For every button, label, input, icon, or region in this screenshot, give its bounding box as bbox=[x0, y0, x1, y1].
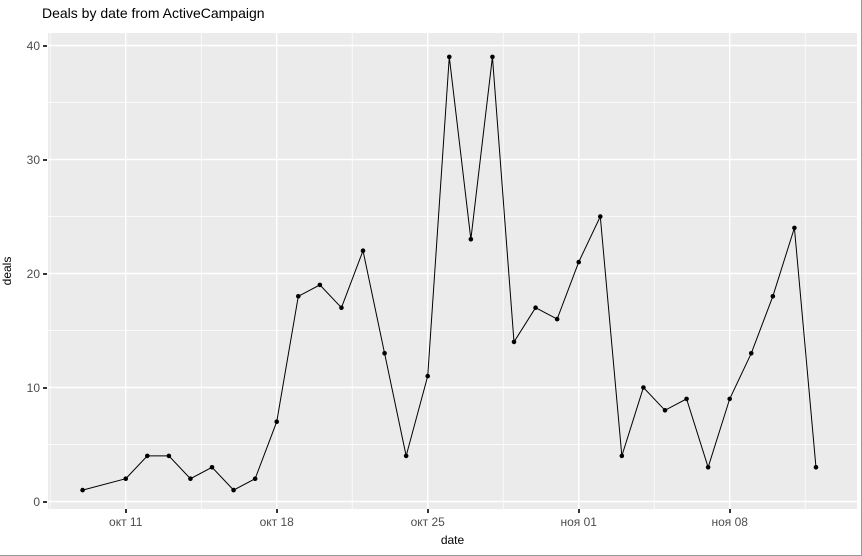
y-tick-label: 0 bbox=[33, 494, 40, 509]
data-point bbox=[339, 305, 344, 311]
data-point bbox=[80, 487, 85, 493]
x-axis-title: date bbox=[440, 533, 465, 547]
data-point bbox=[166, 453, 172, 459]
x-tick-mark bbox=[426, 509, 429, 513]
data-point bbox=[792, 225, 797, 231]
data-point bbox=[705, 465, 711, 470]
data-point bbox=[317, 282, 323, 288]
y-tick-mark bbox=[43, 272, 47, 275]
data-point bbox=[231, 487, 236, 493]
data-point bbox=[662, 408, 668, 413]
data-point bbox=[425, 373, 431, 379]
data-point bbox=[209, 465, 215, 470]
x-tick-mark bbox=[275, 509, 278, 513]
data-point bbox=[252, 476, 258, 482]
y-tick-label: 10 bbox=[26, 380, 40, 395]
x-tick-mark bbox=[577, 509, 580, 513]
data-point bbox=[188, 476, 193, 482]
data-point bbox=[382, 351, 387, 356]
data-point bbox=[684, 396, 689, 402]
data-line bbox=[82, 56, 817, 491]
data-point bbox=[360, 248, 366, 253]
data-point bbox=[490, 54, 495, 60]
data-point bbox=[813, 465, 819, 470]
x-tick-label: окт 18 bbox=[259, 515, 294, 529]
chart-title: Deals by date from ActiveCampaign bbox=[42, 5, 265, 21]
data-point bbox=[727, 396, 732, 402]
data-point bbox=[554, 316, 560, 322]
data-point bbox=[296, 294, 301, 299]
data-point bbox=[123, 476, 129, 482]
data-point bbox=[511, 339, 517, 345]
data-point bbox=[748, 351, 754, 356]
data-point bbox=[533, 305, 538, 311]
x-tick-mark bbox=[728, 509, 731, 513]
y-tick-label: 40 bbox=[26, 38, 40, 53]
y-tick-mark bbox=[43, 386, 47, 389]
data-point bbox=[468, 237, 474, 242]
x-tick-label: ноя 08 bbox=[711, 515, 748, 529]
data-point bbox=[403, 453, 409, 459]
plot-panel bbox=[48, 33, 857, 509]
x-tick-label: окт 25 bbox=[410, 515, 445, 529]
data-point bbox=[145, 453, 150, 459]
x-tick-mark bbox=[124, 509, 127, 513]
y-tick-label: 20 bbox=[26, 266, 40, 281]
x-tick-label: ноя 01 bbox=[560, 515, 597, 529]
data-point bbox=[770, 294, 776, 299]
y-tick-mark bbox=[43, 158, 47, 161]
y-axis-title: deals bbox=[0, 256, 14, 286]
y-tick-mark bbox=[43, 44, 47, 47]
x-tick-label: окт 11 bbox=[109, 515, 143, 529]
data-point bbox=[576, 259, 582, 265]
data-point bbox=[641, 385, 646, 390]
data-point bbox=[446, 54, 452, 60]
y-tick-mark bbox=[43, 500, 47, 503]
plot-area bbox=[48, 33, 857, 509]
y-tick-label: 30 bbox=[26, 152, 40, 167]
data-point bbox=[274, 419, 280, 425]
data-point bbox=[619, 453, 625, 459]
data-point bbox=[597, 214, 603, 219]
